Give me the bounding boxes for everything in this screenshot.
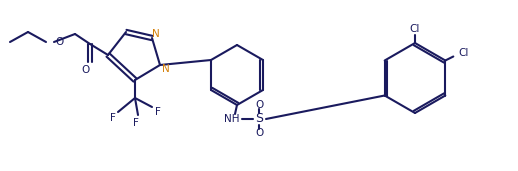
Text: Cl: Cl bbox=[458, 49, 468, 58]
Text: O: O bbox=[81, 65, 89, 75]
Text: S: S bbox=[255, 113, 263, 126]
Text: N: N bbox=[162, 64, 170, 74]
Text: N: N bbox=[152, 29, 160, 39]
Text: O: O bbox=[255, 100, 263, 110]
Text: F: F bbox=[155, 107, 161, 117]
Text: NH: NH bbox=[224, 114, 240, 124]
Text: F: F bbox=[110, 113, 116, 123]
Text: Cl: Cl bbox=[410, 24, 420, 34]
Text: O: O bbox=[56, 37, 64, 47]
Text: O: O bbox=[255, 128, 263, 138]
Text: F: F bbox=[133, 118, 139, 128]
